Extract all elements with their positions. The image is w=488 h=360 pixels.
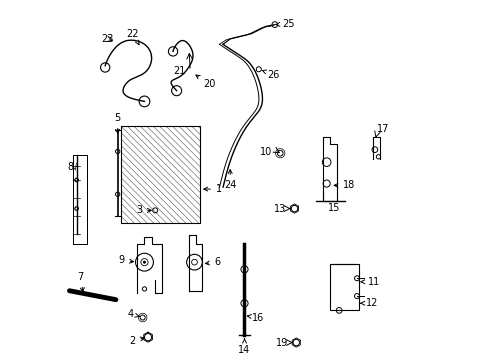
Text: 5: 5 bbox=[114, 113, 121, 133]
Text: 7: 7 bbox=[77, 272, 84, 292]
Text: 11: 11 bbox=[360, 277, 379, 287]
Text: 21: 21 bbox=[173, 66, 185, 76]
Text: 8: 8 bbox=[67, 162, 73, 172]
Text: 25: 25 bbox=[275, 19, 294, 29]
Bar bbox=[121, 126, 200, 223]
Circle shape bbox=[143, 261, 145, 263]
Text: 16: 16 bbox=[247, 312, 264, 323]
Text: 14: 14 bbox=[238, 339, 250, 355]
Text: 12: 12 bbox=[360, 298, 378, 308]
Text: 10: 10 bbox=[259, 147, 271, 157]
Text: 24: 24 bbox=[224, 170, 236, 190]
Text: 19: 19 bbox=[275, 338, 287, 347]
Text: 9: 9 bbox=[119, 255, 133, 265]
Text: 3: 3 bbox=[136, 205, 151, 215]
Text: 1: 1 bbox=[203, 184, 222, 194]
Text: 20: 20 bbox=[196, 75, 215, 89]
Bar bbox=[329, 264, 358, 310]
Text: 18: 18 bbox=[333, 180, 354, 190]
Text: 6: 6 bbox=[205, 257, 220, 267]
Text: 13: 13 bbox=[274, 203, 286, 213]
Text: 2: 2 bbox=[129, 336, 144, 346]
Text: 15: 15 bbox=[328, 203, 340, 213]
Text: 22: 22 bbox=[126, 29, 139, 45]
Text: 17: 17 bbox=[376, 123, 388, 134]
Text: 26: 26 bbox=[262, 69, 280, 80]
Text: 4: 4 bbox=[127, 309, 139, 319]
Text: 23: 23 bbox=[102, 34, 114, 44]
